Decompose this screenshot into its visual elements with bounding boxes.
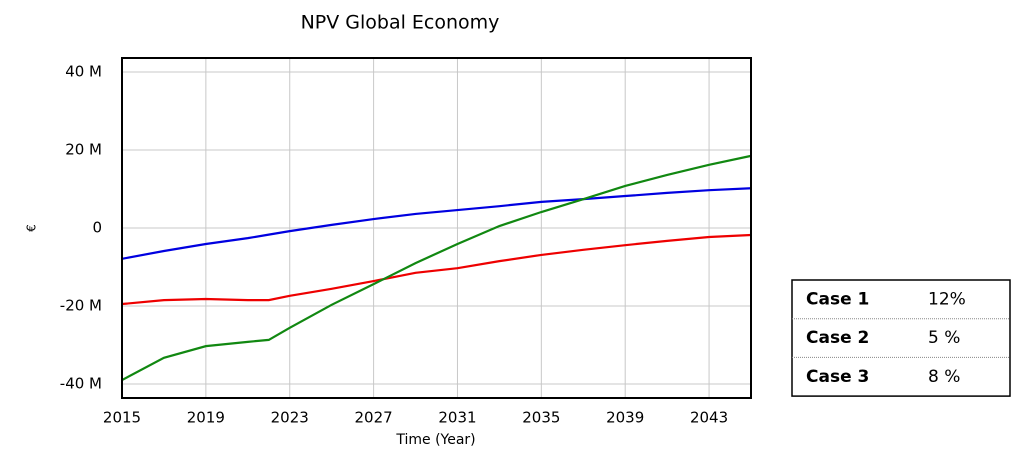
- series-line: [121, 187, 752, 260]
- legend-rate: 5 %: [928, 328, 960, 348]
- series-line: [121, 233, 752, 306]
- x-axis-label: Time (Year): [395, 432, 475, 448]
- y-tick-label: -20 M: [60, 296, 102, 314]
- y-tick-label: 0: [92, 219, 102, 237]
- legend-name: Case 3: [806, 367, 869, 387]
- series-line: [121, 154, 752, 382]
- x-tick-label: 2027: [355, 409, 393, 427]
- legend-name: Case 2: [806, 328, 869, 348]
- legend-table: [791, 279, 1011, 397]
- x-tick-label: 2043: [690, 409, 728, 427]
- legend-name: Case 1: [806, 289, 869, 309]
- y-tick-label: 20 M: [65, 141, 102, 159]
- x-tick-label: 2031: [438, 409, 476, 427]
- x-tick-label: 2035: [522, 409, 560, 427]
- chart-title: NPV Global Economy: [301, 12, 500, 34]
- y-tick-label: -40 M: [60, 374, 102, 392]
- legend-rate: 12%: [928, 289, 966, 309]
- x-tick-label: 2023: [271, 409, 309, 427]
- x-tick-label: 2019: [187, 409, 225, 427]
- x-tick-label: 2039: [606, 409, 644, 427]
- legend-rate: 8 %: [928, 367, 960, 387]
- x-tick-label: 2015: [103, 409, 141, 427]
- y-axis-label: €: [25, 224, 39, 232]
- plot-frame: [121, 57, 752, 399]
- y-tick-label: 40 M: [65, 63, 102, 81]
